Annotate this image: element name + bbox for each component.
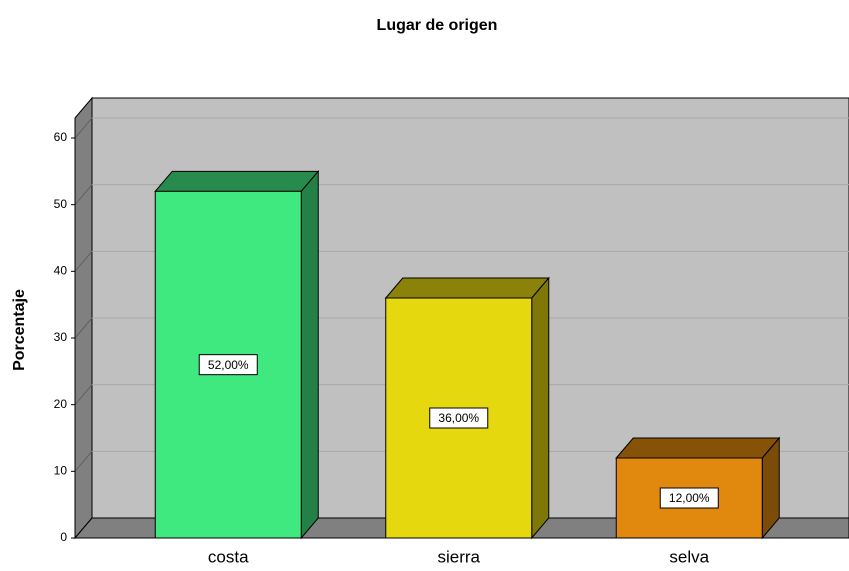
- x-tick-label: sierra: [437, 547, 480, 566]
- y-tick-label: 30: [54, 330, 68, 344]
- grid-line: [74, 251, 93, 272]
- grid-line: [74, 451, 93, 472]
- grid-line: [74, 384, 93, 405]
- bar-side: [300, 169, 319, 540]
- y-tick-label: 50: [54, 197, 68, 211]
- grid-line: [74, 184, 93, 205]
- value-label: 12,00%: [669, 491, 710, 505]
- value-label: 52,00%: [208, 358, 249, 372]
- y-tick-label: 10: [54, 464, 68, 478]
- y-tick-label: 20: [54, 397, 68, 411]
- y-axis-label: Porcentaje: [11, 289, 28, 371]
- y-tick-label: 40: [54, 264, 68, 278]
- bar-side: [531, 276, 550, 540]
- value-label: 36,00%: [438, 411, 479, 425]
- value-label-box: [429, 407, 489, 429]
- bar-top: [384, 277, 550, 299]
- y-tick-label: 60: [54, 130, 68, 144]
- value-label-box: [659, 487, 719, 509]
- value-label-box: [198, 354, 258, 376]
- left-wall: [74, 96, 93, 540]
- chart-title: Lugar de origen: [377, 17, 498, 34]
- y-tick-label: 0: [60, 530, 67, 544]
- bar-top: [615, 437, 781, 459]
- grid-line: [74, 117, 93, 139]
- grid-line: [74, 317, 93, 339]
- x-tick-label: selva: [669, 547, 709, 566]
- bar-top: [154, 170, 320, 192]
- x-tick-label: costa: [208, 547, 249, 566]
